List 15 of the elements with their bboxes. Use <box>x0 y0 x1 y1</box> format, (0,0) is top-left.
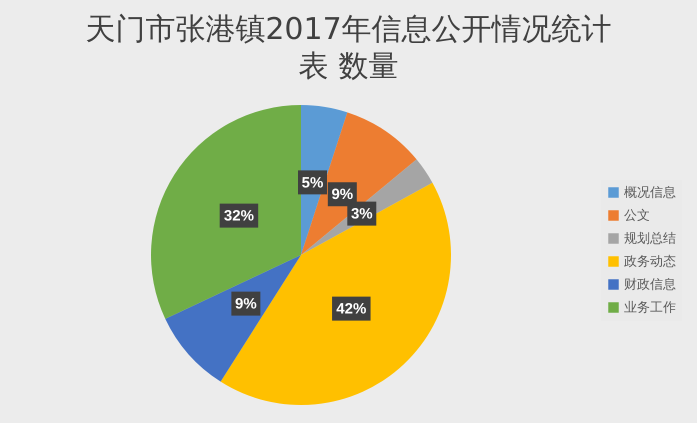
data-label: 9% <box>331 186 354 204</box>
data-label: 42% <box>336 300 366 318</box>
legend-label: 财政信息 <box>624 278 676 292</box>
pie-slice <box>151 105 301 319</box>
legend-label: 公文 <box>624 208 650 224</box>
pie-slice <box>165 255 301 382</box>
data-label: 32% <box>224 208 254 225</box>
legend-label: 业务工作 <box>624 300 676 316</box>
data-label: 3% <box>350 206 373 223</box>
chart-title: 天门市张港镇2017年信息公开情况统计表 数量 <box>85 12 612 84</box>
legend-label: 概况信息 <box>624 186 676 200</box>
legend-label: 政务动态 <box>624 254 676 270</box>
legend-label: 规划总结 <box>624 232 676 246</box>
data-label: 5% <box>302 174 324 192</box>
data-label: 9% <box>235 296 257 313</box>
